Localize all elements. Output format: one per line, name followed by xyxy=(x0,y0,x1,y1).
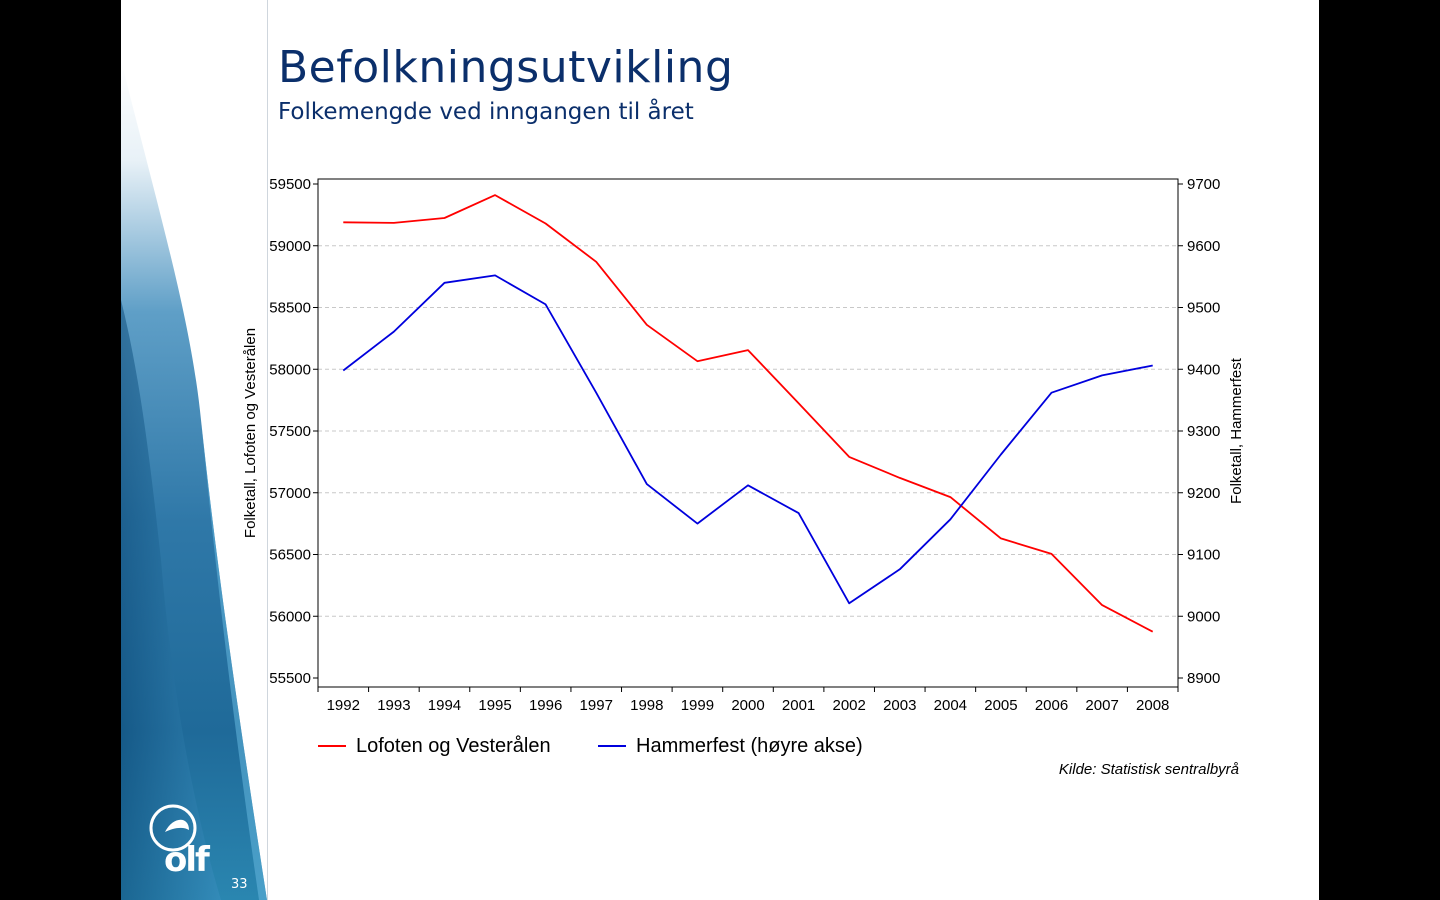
x-tick-label: 1996 xyxy=(529,697,562,714)
x-tick-label: 1997 xyxy=(580,697,613,714)
x-tick-label: 1999 xyxy=(681,697,714,714)
x-tick-label: 1995 xyxy=(478,697,511,714)
y-tick-label-left: 59000 xyxy=(269,238,311,255)
x-tick-label: 2004 xyxy=(934,697,967,714)
axis-ticks xyxy=(313,183,1183,692)
ocean-sidebar: olf 33 xyxy=(121,0,267,900)
y-tick-label-left: 56500 xyxy=(269,547,311,564)
slide: olf 33 Befolkningsutvikling Folkemengde … xyxy=(121,0,1319,900)
x-tick-label: 1994 xyxy=(428,697,461,714)
y-tick-label-left: 57000 xyxy=(269,485,311,502)
x-tick-label: 2002 xyxy=(832,697,865,714)
page-number: 33 xyxy=(231,877,248,892)
y-tick-label-right: 9000 xyxy=(1187,608,1220,625)
y-tick-label-left: 57500 xyxy=(269,423,311,440)
x-tick-label: 1993 xyxy=(377,697,410,714)
sidebar-divider xyxy=(267,0,268,900)
y-tick-label-left: 58500 xyxy=(269,300,311,317)
slide-subtitle: Folkemengde ved inngangen til året xyxy=(278,99,694,125)
legend-label-hammerfest: Hammerfest (høyre akse) xyxy=(636,735,863,757)
x-tick-label: 2008 xyxy=(1136,697,1169,714)
ocean-background xyxy=(121,60,267,900)
x-tick-label: 2005 xyxy=(984,697,1017,714)
y-tick-label-right: 9700 xyxy=(1187,176,1220,193)
x-tick-label: 2000 xyxy=(731,697,764,714)
y-tick-label-left: 56000 xyxy=(269,608,311,625)
grid-lines xyxy=(318,245,1178,617)
plot-frame xyxy=(317,178,1179,688)
slide-title: Befolkningsutvikling xyxy=(278,42,734,93)
y-tick-label-right: 9300 xyxy=(1187,423,1220,440)
y-tick-label-right: 9500 xyxy=(1187,300,1220,317)
series-line-lofoten xyxy=(343,194,1154,633)
y-axis-label-right: Folketall, Hammerfest xyxy=(1228,357,1245,504)
y-tick-label-left: 59500 xyxy=(269,176,311,193)
logo-text: olf xyxy=(164,840,210,880)
x-tick-label: 2007 xyxy=(1085,697,1118,714)
series-lines xyxy=(342,194,1154,633)
x-tick-label: 2003 xyxy=(883,697,916,714)
y-tick-label-left: 55500 xyxy=(269,670,311,687)
y-tick-label-right: 9200 xyxy=(1187,485,1220,502)
x-tick-label: 2001 xyxy=(782,697,815,714)
y-tick-label-right: 8900 xyxy=(1187,670,1220,687)
x-tick-label: 1998 xyxy=(630,697,663,714)
source-note: Kilde: Statistisk sentralbyrå xyxy=(1059,761,1239,778)
legend-label-lofoten: Lofoten og Vesterålen xyxy=(356,735,551,757)
x-tick-label: 1992 xyxy=(327,697,360,714)
y-tick-label-left: 58000 xyxy=(269,361,311,378)
legend: Lofoten og Vesterålen Hammerfest (høyre … xyxy=(318,735,863,757)
y-tick-label-right: 9100 xyxy=(1187,547,1220,564)
x-tick-label: 2006 xyxy=(1035,697,1068,714)
y-axis-label-left: Folketall, Lofoten og Vesterålen xyxy=(242,328,259,538)
y-tick-label-right: 9400 xyxy=(1187,361,1220,378)
tick-labels: 59500 59000 58500 58000 57500 57000 56500 56000… xyxy=(269,176,1220,714)
y-tick-label-right: 9600 xyxy=(1187,238,1220,255)
olf-logo-icon xyxy=(149,804,197,852)
